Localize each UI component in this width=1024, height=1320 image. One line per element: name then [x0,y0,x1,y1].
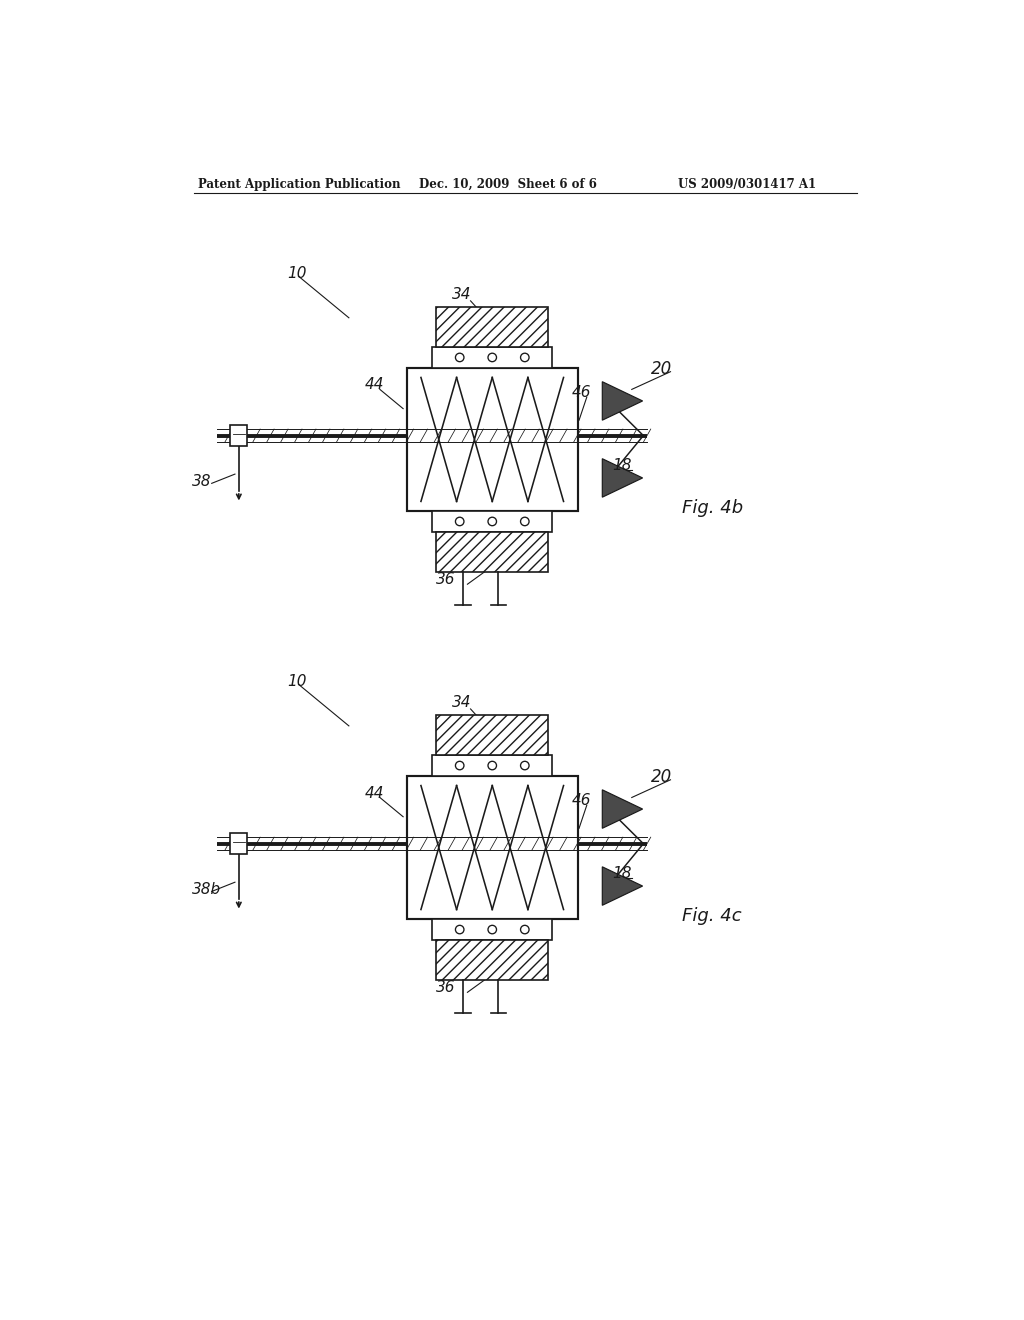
Text: 38b: 38b [193,882,221,896]
Bar [432,919,552,940]
Text: 10: 10 [287,673,306,689]
Text: 18: 18 [612,458,632,474]
Bar [432,755,552,776]
Text: 20: 20 [651,768,673,787]
Text: Fig. 4c: Fig. 4c [682,907,741,925]
Text: 34: 34 [452,288,471,302]
Text: 20: 20 [651,360,673,378]
Polygon shape [602,381,643,420]
Bar [432,511,552,532]
Bar [407,776,578,919]
Text: 38: 38 [193,474,212,488]
Text: Fig. 4b: Fig. 4b [682,499,743,516]
Bar [436,940,549,981]
Text: 44: 44 [365,378,384,392]
Text: Dec. 10, 2009  Sheet 6 of 6: Dec. 10, 2009 Sheet 6 of 6 [419,178,597,190]
Polygon shape [602,459,643,498]
Text: 34: 34 [452,696,471,710]
Polygon shape [602,789,643,829]
Text: 44: 44 [365,785,384,800]
Text: Patent Application Publication: Patent Application Publication [198,178,400,190]
Bar [230,425,248,446]
Text: US 2009/0301417 A1: US 2009/0301417 A1 [678,178,816,190]
Bar [407,368,578,511]
Text: 36: 36 [436,572,456,587]
Bar [436,306,549,347]
Bar [436,714,549,755]
Bar [432,347,552,368]
Polygon shape [602,867,643,906]
Text: 46: 46 [571,385,591,400]
Bar [436,532,549,573]
Bar [230,833,248,854]
Text: 10: 10 [287,265,306,281]
Text: 46: 46 [571,793,591,808]
Text: 18: 18 [612,866,632,882]
Text: 36: 36 [436,981,456,995]
